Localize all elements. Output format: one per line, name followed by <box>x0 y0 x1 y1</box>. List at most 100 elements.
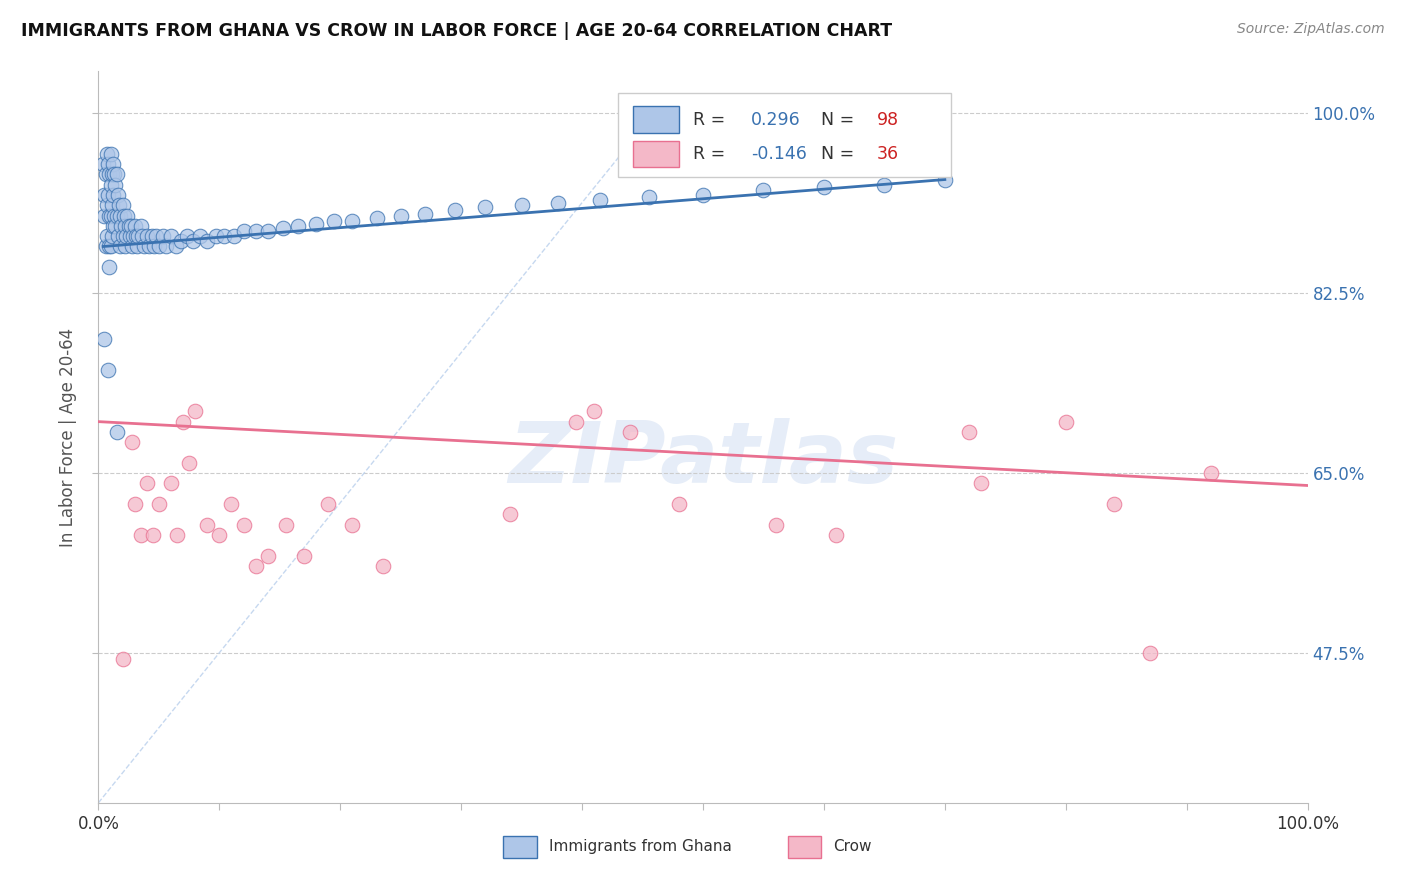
Point <box>104 178 127 192</box>
Point <box>93 332 115 346</box>
Point <box>668 497 690 511</box>
Point <box>120 219 142 233</box>
Point <box>101 157 124 171</box>
Text: 98: 98 <box>877 111 900 128</box>
Point <box>143 239 166 253</box>
Point <box>160 229 183 244</box>
Point <box>96 146 118 161</box>
Point <box>245 558 267 573</box>
Point <box>179 456 201 470</box>
Point <box>825 528 848 542</box>
Point <box>114 239 136 253</box>
Point <box>1199 466 1222 480</box>
Point <box>292 549 315 563</box>
Point <box>148 239 170 253</box>
Point <box>188 229 211 244</box>
Point <box>118 219 141 233</box>
Point <box>204 229 226 244</box>
Point <box>287 219 309 233</box>
Text: R =: R = <box>693 145 725 163</box>
Point <box>98 167 121 181</box>
Point <box>101 219 124 233</box>
Point <box>105 425 128 439</box>
Point <box>100 178 122 192</box>
FancyBboxPatch shape <box>787 836 821 858</box>
Point <box>232 517 254 532</box>
Point <box>91 157 114 171</box>
Text: N =: N = <box>821 145 855 163</box>
Point <box>98 239 121 253</box>
Point <box>100 209 122 223</box>
Point <box>232 224 254 238</box>
Point <box>108 239 131 253</box>
Point <box>97 157 120 171</box>
Point <box>114 219 136 233</box>
Point <box>103 209 125 223</box>
Point <box>256 224 278 238</box>
Text: 36: 36 <box>877 145 900 163</box>
Point <box>444 203 467 218</box>
Point <box>970 476 993 491</box>
Point <box>498 508 520 522</box>
FancyBboxPatch shape <box>633 106 679 133</box>
Point <box>155 239 177 253</box>
Point <box>100 239 122 253</box>
Point <box>1054 415 1077 429</box>
Point <box>342 213 364 227</box>
Text: N =: N = <box>821 111 855 128</box>
Point <box>413 206 436 220</box>
Point <box>169 235 191 249</box>
Point <box>141 229 163 244</box>
Point <box>103 167 125 181</box>
Point <box>166 528 188 542</box>
Point <box>115 229 138 244</box>
Point <box>222 229 245 244</box>
Point <box>273 221 295 235</box>
Point <box>366 211 388 225</box>
Point <box>181 235 204 249</box>
Point <box>165 239 187 253</box>
Point <box>138 239 160 253</box>
Point <box>117 209 139 223</box>
Point <box>245 224 267 238</box>
Point <box>565 415 588 429</box>
Point <box>256 549 278 563</box>
FancyBboxPatch shape <box>503 836 537 858</box>
Point <box>208 528 231 542</box>
Point <box>124 497 146 511</box>
Point <box>121 239 143 253</box>
Point <box>637 190 659 204</box>
Point <box>107 229 129 244</box>
FancyBboxPatch shape <box>619 94 950 178</box>
Point <box>101 188 124 202</box>
Text: Source: ZipAtlas.com: Source: ZipAtlas.com <box>1237 22 1385 37</box>
Point <box>1139 647 1161 661</box>
FancyBboxPatch shape <box>633 141 679 167</box>
Point <box>583 404 606 418</box>
Point <box>107 188 129 202</box>
Point <box>94 239 117 253</box>
Point <box>98 260 121 274</box>
Point <box>125 229 148 244</box>
Point <box>108 198 131 212</box>
Point <box>100 229 122 244</box>
Point <box>547 196 569 211</box>
Point <box>589 193 612 207</box>
Point <box>692 188 714 202</box>
Point <box>118 229 141 244</box>
Point <box>111 651 134 665</box>
Point <box>1102 497 1125 511</box>
Point <box>389 209 412 223</box>
Point <box>619 425 641 439</box>
Text: Immigrants from Ghana: Immigrants from Ghana <box>550 839 733 855</box>
Point <box>152 229 174 244</box>
Point <box>134 239 156 253</box>
Point <box>323 213 346 227</box>
Text: ZIPatlas: ZIPatlas <box>508 417 898 500</box>
Point <box>127 229 149 244</box>
Point <box>184 404 207 418</box>
Point <box>127 239 149 253</box>
Point <box>94 167 117 181</box>
Point <box>765 517 787 532</box>
Point <box>510 198 533 212</box>
